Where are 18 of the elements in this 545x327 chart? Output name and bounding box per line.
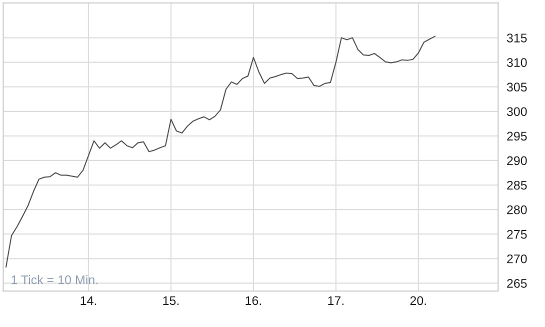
y-tick-label: 305 xyxy=(506,82,527,92)
y-tick-label: 285 xyxy=(507,180,527,190)
x-tick-label: 14. xyxy=(80,296,96,305)
x-tick-label: 15. xyxy=(163,296,179,306)
y-tick-label: 300 xyxy=(506,107,527,116)
y-tick-label: 310 xyxy=(506,58,527,67)
y-tick-label: 295 xyxy=(507,132,527,141)
y-tick-label: 275 xyxy=(507,230,527,239)
y-tick-label: 280 xyxy=(507,205,527,214)
x-tick-label: 16. xyxy=(246,296,261,306)
y-tick-label: 265 xyxy=(507,278,527,288)
y-tick-label: 290 xyxy=(507,156,527,166)
x-tick-label: 17. xyxy=(328,296,344,305)
x-tick-label: 20. xyxy=(410,296,426,306)
annotation: 1 Tick = 10 Min. xyxy=(12,275,98,284)
y-tick-label: 270 xyxy=(507,254,527,264)
y-tick-label: 315 xyxy=(506,34,527,42)
line-series xyxy=(5,36,436,268)
